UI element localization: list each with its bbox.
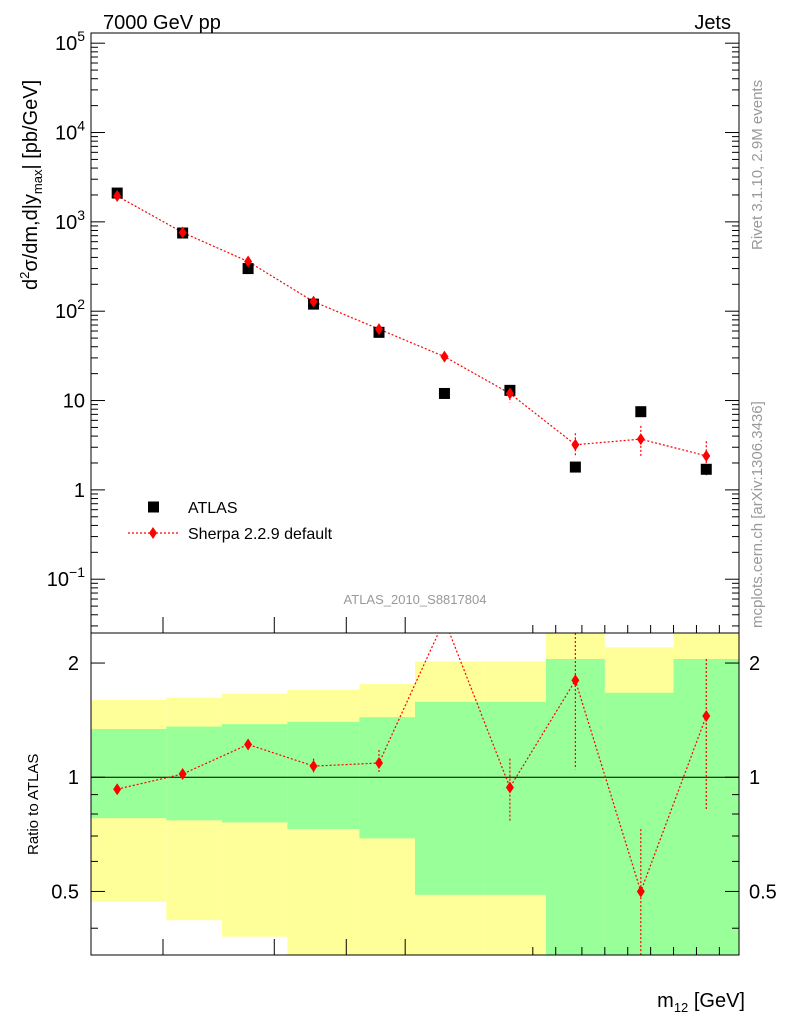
legend-mc-marker [149,527,157,539]
header-right-label: Jets [694,12,731,34]
ratio-mc-point [113,783,122,796]
ratio-band-inner [545,658,605,955]
main-ylabel: d2σ/dm,d|ymax| [pb/GeV] [17,80,45,290]
ratio-y-tick-label-right: 1 [749,767,760,789]
ratio-mc-point [375,757,383,770]
ratio-y-axis: 2 2 1 1 0.5 0.5 [51,653,777,929]
ratio-y-tick-label-left: 0.5 [51,881,79,903]
ratio-mc-point [571,674,580,687]
data-point [700,463,712,475]
ratio-mc-line [117,633,707,894]
header-left-label: 7000 GeV pp [103,12,221,34]
main-ylabel-mid: σ/dm,d|y [20,194,42,272]
ratio-band-inner [166,726,222,821]
main-ylabel-tail: | [pb/GeV] [20,80,42,170]
ratio-mc-point [505,781,514,794]
legend: ATLAS Sherpa 2.2.9 default [128,500,333,543]
main-y-tick-label: 104 [55,118,85,145]
data-point [569,461,581,473]
mc-point [244,255,253,268]
mc-point [375,323,383,336]
main-y-tick-label: 10 [63,391,85,413]
ratio-ylabel: Ratio to ATLAS [25,754,42,855]
ratio-mc-point [702,710,711,723]
main-y-tick-label: 105 [55,28,85,55]
main-y-tick-label: 103 [55,207,85,234]
mc-point [440,350,449,363]
ratio-plot-marks [113,633,711,955]
ratio-mc-point [178,767,187,780]
main-y-tick-label: 1 [74,480,85,502]
main-ylabel-sup: 2 [17,272,32,279]
x-axis-label-sub: 12 [674,1000,688,1015]
ratio-panel-frame [90,632,740,956]
ratio-mc-point [309,760,318,773]
mc-point [113,189,122,202]
mc-point [702,449,711,462]
ratio-band-inner [604,692,674,955]
ratio-y-tick-label-left: 2 [68,653,79,675]
ratio-mc-point [636,885,645,898]
ratio-mc-point [244,738,253,751]
main-ylabel-sub: max [30,169,45,194]
plot-frames [90,32,740,956]
ratio-y-tick-label-right: 0.5 [749,881,777,903]
analysis-label: ATLAS_2010_S8817804 [344,592,487,607]
x-axis-ticks [162,617,720,955]
data-point [438,387,450,399]
mc-line [116,195,707,457]
mc-point [636,433,645,446]
main-ylabel-base: d [20,279,42,290]
ratio-band-inner [221,724,288,823]
ratio-band-inner [415,701,484,895]
main-y-tick-label: 10−1 [47,564,85,591]
main-y-tick-label: 102 [55,296,85,323]
ratio-y-tick-label-right: 2 [749,653,760,675]
mc-point [309,295,318,308]
rivet-version-label: Rivet 3.1.10, 2.9M events [749,80,766,250]
ratio-bands [91,633,739,955]
x-axis-label: m12 [GeV] [657,990,745,1015]
legend-label: ATLAS [188,500,238,517]
mcplots-reference-label: mcplots.cern.ch [arXiv:1306.3436] [749,401,766,628]
legend-label: Sherpa 2.2.9 default [188,526,333,543]
ratio-band-inner [91,729,167,819]
main-plot-marks [111,187,712,477]
main-panel-frame [90,32,740,634]
mc-point [571,438,580,451]
legend-data-marker [148,501,159,513]
mc-point [505,387,514,400]
x-axis-label-main: m [657,990,674,1012]
ratio-y-tick-label-left: 1 [68,767,79,789]
ratio-band-inner [483,701,546,895]
mc-point [178,226,187,239]
x-axis-label-tail: [GeV] [688,990,745,1012]
data-point [635,406,647,418]
data-point [242,263,254,275]
ratio-band-inner [287,721,360,830]
ratio-band-inner [359,717,415,839]
